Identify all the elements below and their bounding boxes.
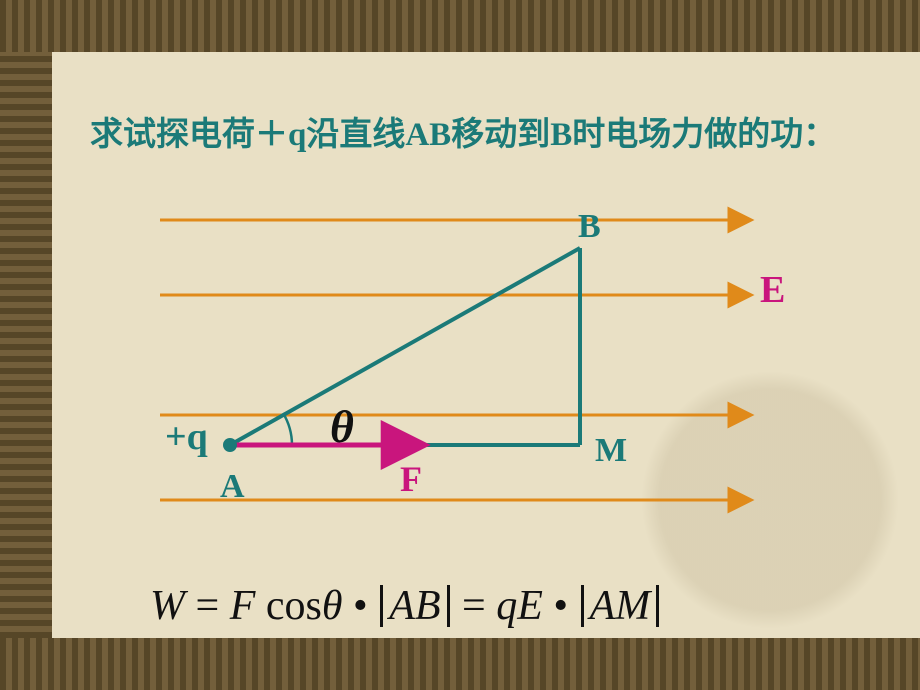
field-diagram: +q A B M E F θ: [120, 200, 820, 530]
label-M: M: [595, 432, 627, 470]
question-text: 求试探电荷＋q沿直线AB移动到B时电场力做的功：: [90, 110, 880, 161]
f-cos: cos: [255, 583, 322, 629]
content-area: 求试探电荷＋q沿直线AB移动到B时电场力做的功：: [90, 110, 880, 161]
label-B: B: [578, 208, 601, 246]
f-W: W: [150, 583, 185, 629]
f-E: E: [517, 583, 543, 629]
label-theta: θ: [330, 400, 354, 453]
f-AB: AB: [380, 585, 449, 627]
slide-root: 求试探电荷＋q沿直线AB移动到B时电场力做的功：: [0, 0, 920, 690]
work-formula: W = F cosθ • AB = qE • AM: [150, 582, 661, 630]
label-q: +q: [165, 415, 208, 459]
f-dot2: •: [543, 583, 579, 629]
border-top: [0, 0, 920, 52]
f-AM: AM: [581, 585, 660, 627]
f-eq2: =: [452, 583, 497, 629]
border-left: [0, 52, 52, 638]
f-q: q: [496, 583, 517, 629]
field-lines: [160, 220, 750, 500]
angle-arc: [283, 413, 292, 445]
label-F: F: [400, 458, 422, 500]
f-F: F: [230, 583, 256, 629]
f-dot1: •: [342, 583, 378, 629]
charge-dot: [223, 438, 237, 452]
border-bottom: [0, 638, 920, 690]
label-E: E: [760, 268, 785, 312]
f-eq1: =: [185, 583, 230, 629]
f-theta: θ: [322, 583, 343, 629]
label-A: A: [220, 468, 245, 506]
